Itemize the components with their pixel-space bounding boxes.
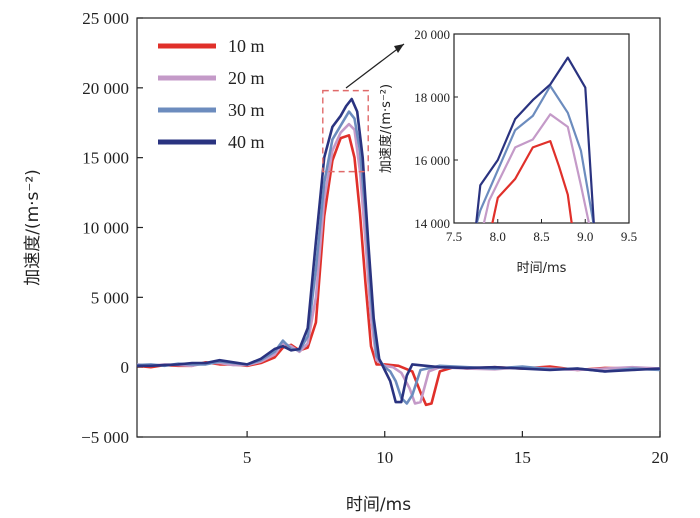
x-axis-label: 时间/ms — [346, 495, 411, 515]
inset-series-line-20m — [482, 113, 591, 223]
inset-x-tick-label: 9.0 — [577, 229, 593, 244]
y-tick-label: 0 — [121, 358, 130, 377]
zoom-box — [322, 89, 369, 173]
legend-label: 40 m — [228, 132, 265, 152]
legend-label: 30 m — [228, 100, 265, 120]
y-tick-label: 5 000 — [91, 288, 129, 307]
y-tick-label: 15 000 — [82, 149, 129, 168]
inset-y-tick-label: 16 000 — [414, 153, 450, 168]
x-tick-label: 5 — [243, 448, 252, 467]
main-plot: −5 000 0 5 000 10 000 15 000 20 000 25 000 5 10 1… — [23, 9, 669, 515]
legend-label: 20 m — [228, 68, 265, 88]
inset-y-axis-label: 加速度/(m·s⁻²) — [378, 84, 394, 173]
y-tick-label: 10 000 — [82, 219, 129, 238]
x-tick-label: 10 — [376, 448, 393, 467]
series-line-40m — [137, 97, 661, 404]
inset-y-tick-label: 14 000 — [414, 216, 450, 231]
inset-x-tick-label: 9.5 — [621, 229, 637, 244]
inset-x-tick-label: 7.5 — [446, 229, 462, 244]
inset-series-group — [475, 56, 595, 223]
inset-plot: 14 000 16 000 18 000 20 000 7.5 8.0 8.5 9.0 9.5 时… — [378, 27, 637, 276]
y-axis-label: 加速度/(m·s⁻²) — [23, 169, 43, 286]
inset-y-tick-label: 20 000 — [414, 27, 450, 42]
y-tick-label: 25 000 — [82, 9, 129, 28]
inset-series-line-40m — [475, 56, 595, 223]
inset-x-axis-label: 时间/ms — [517, 261, 567, 276]
y-tick-label: 20 000 — [82, 79, 129, 98]
zoom-arrow-head — [394, 44, 404, 53]
inset-series-line-10m — [491, 140, 573, 223]
y-tick-label: −5 000 — [81, 428, 129, 447]
inset-series-line-30m — [475, 84, 595, 223]
inset-x-tick-label: 8.5 — [533, 229, 549, 244]
x-tick-label: 20 — [652, 448, 669, 467]
legend: 10 m 20 m 30 m 40 m — [158, 36, 265, 152]
inset-y-tick-label: 18 000 — [414, 90, 450, 105]
legend-label: 10 m — [228, 36, 265, 56]
x-tick-label: 15 — [514, 448, 531, 467]
zoom-arrow — [345, 43, 405, 89]
zoom-indicator — [322, 43, 405, 173]
inset-x-tick-label: 8.0 — [490, 229, 506, 244]
